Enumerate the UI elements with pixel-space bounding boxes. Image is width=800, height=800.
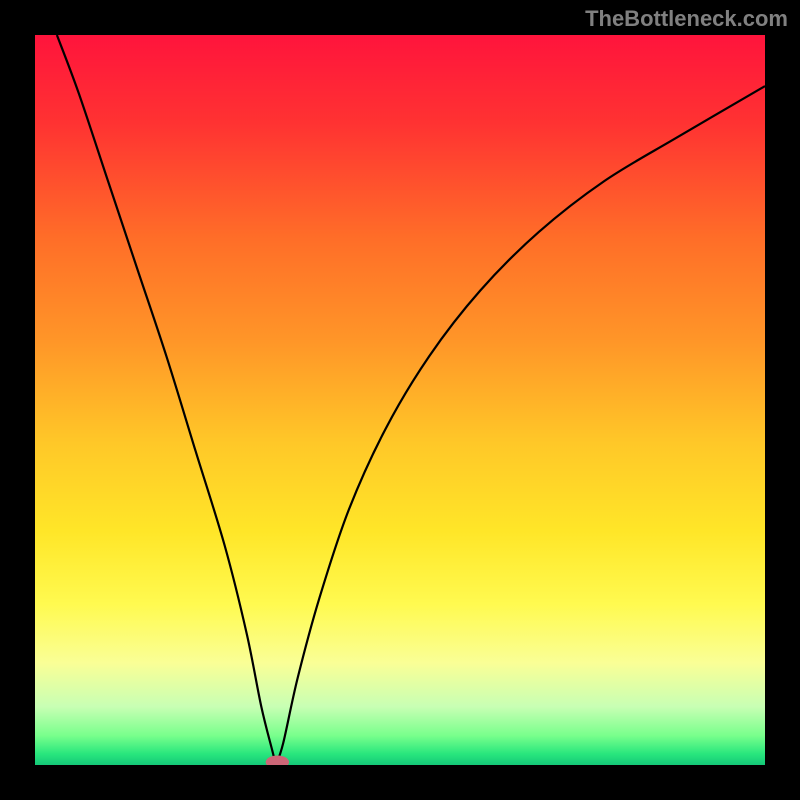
chart-plot	[35, 35, 765, 765]
chart-root: TheBottleneck.com	[0, 0, 800, 800]
watermark-text: TheBottleneck.com	[585, 6, 788, 32]
chart-background	[35, 35, 765, 765]
